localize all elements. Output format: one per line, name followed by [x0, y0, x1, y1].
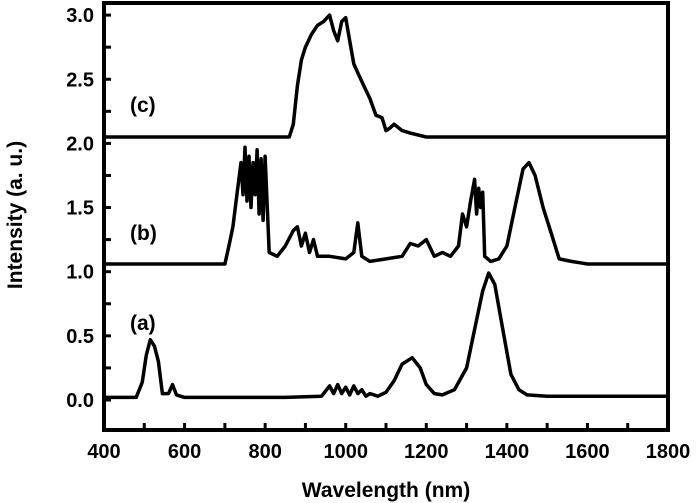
y-tick-label: 0.5 — [66, 326, 94, 348]
plot-frame — [102, 1, 670, 432]
y-tick-label: 2.0 — [66, 133, 94, 155]
series-line-2 — [104, 13, 668, 139]
y-axis-label: Intensity (a. u.) — [4, 141, 27, 289]
x-tick-label: 600 — [168, 441, 201, 463]
x-tick-label: 1400 — [485, 441, 530, 463]
series-label-c: (c) — [130, 94, 156, 117]
series-label-a: (a) — [130, 312, 156, 335]
series-line-1 — [104, 145, 668, 266]
x-tick-label: 400 — [87, 441, 120, 463]
series-line-0 — [104, 271, 668, 400]
x-tick-label: 1000 — [323, 441, 368, 463]
y-tick-label: 0.0 — [66, 390, 94, 412]
series-label-b: (b) — [130, 222, 157, 245]
x-tick-label: 1200 — [404, 441, 449, 463]
y-tick-label: 1.0 — [66, 262, 94, 284]
series-layer — [104, 13, 668, 400]
ticks-layer: 400 600 800 1000 1200 1400 1600 1800 0.0 0.5 1.0 1.… — [66, 5, 690, 463]
y-tick-label: 2.5 — [66, 69, 94, 91]
x-axis-label: Wavelength (nm) — [302, 479, 470, 502]
y-tick-label: 1.5 — [66, 198, 94, 220]
y-tick-label: 3.0 — [66, 5, 94, 27]
x-tick-label: 1800 — [646, 441, 691, 463]
x-tick-label: 1600 — [565, 441, 610, 463]
x-tick-label: 800 — [248, 441, 281, 463]
